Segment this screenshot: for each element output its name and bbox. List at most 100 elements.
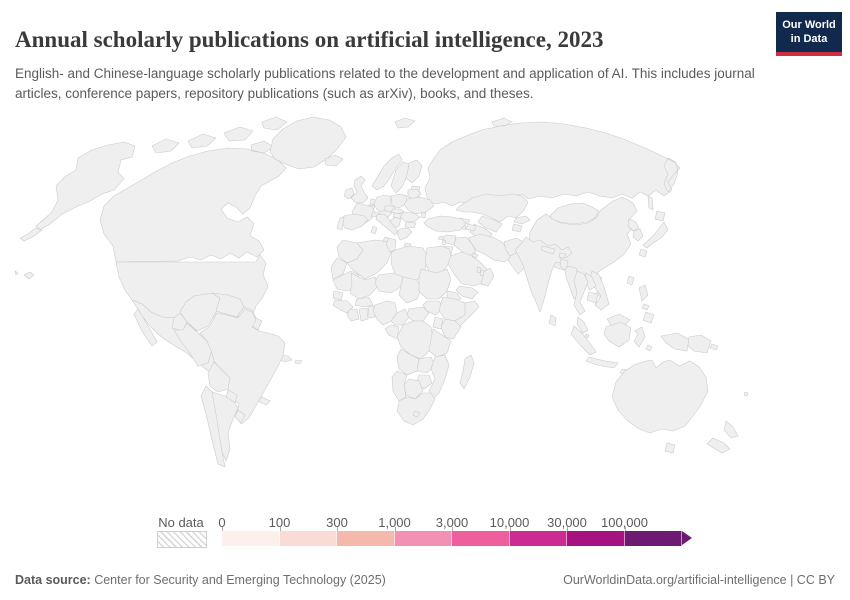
- legend-no-data-swatch[interactable]: [157, 531, 207, 548]
- country-ukraine[interactable]: [403, 196, 435, 215]
- country-qatar[interactable]: [476, 266, 482, 274]
- country-western-sahara[interactable]: [330, 257, 348, 280]
- country-uzbekistan[interactable]: [477, 215, 503, 233]
- country-fiji[interactable]: [743, 391, 749, 397]
- country-puerto-rico[interactable]: [294, 359, 303, 365]
- legend-segment-0[interactable]: [222, 531, 280, 546]
- country-nepal[interactable]: [540, 245, 556, 255]
- country-mongolia[interactable]: [549, 202, 600, 225]
- country-chile[interactable]: [200, 385, 226, 468]
- country-lesotho[interactable]: [412, 410, 421, 418]
- country-finland[interactable]: [405, 159, 423, 184]
- country-portugal[interactable]: [336, 216, 345, 231]
- country-congo-gabon[interactable]: [384, 324, 400, 340]
- country-mozambique[interactable]: [428, 354, 450, 400]
- country-kyrgyzstan[interactable]: [513, 215, 531, 225]
- country-thailand[interactable]: [573, 270, 589, 316]
- legend-segment-3[interactable]: [394, 531, 452, 546]
- country-lebanon[interactable]: [441, 239, 447, 246]
- country-bulgaria[interactable]: [404, 221, 417, 229]
- country-mali[interactable]: [349, 272, 379, 300]
- country-niger[interactable]: [374, 272, 404, 294]
- country-yemen[interactable]: [455, 285, 479, 300]
- country-india[interactable]: [514, 236, 573, 313]
- legend-tick-label: 0: [218, 515, 226, 530]
- country-moldova[interactable]: [420, 211, 427, 219]
- country-kuwait[interactable]: [471, 252, 479, 259]
- country-cote-divoire[interactable]: [346, 308, 360, 322]
- legend-tick-label: 30,000: [547, 515, 587, 530]
- country-syria[interactable]: [442, 234, 457, 246]
- country-venezuela[interactable]: [211, 292, 245, 318]
- legend-segment-6[interactable]: [567, 531, 625, 546]
- country-malaysia[interactable]: [576, 313, 631, 334]
- legend-tick-mark: [394, 527, 396, 531]
- owid-logo[interactable]: Our World in Data: [776, 12, 842, 56]
- country-senegal[interactable]: [332, 290, 344, 301]
- country-cambodia[interactable]: [586, 291, 599, 304]
- country-papua-new-guinea[interactable]: [687, 334, 719, 354]
- country-sweden[interactable]: [390, 161, 410, 194]
- country-russia[interactable]: [424, 117, 681, 211]
- country-madagascar[interactable]: [459, 354, 475, 390]
- country-uruguay[interactable]: [234, 409, 246, 424]
- country-vietnam[interactable]: [589, 270, 610, 311]
- country-somalia[interactable]: [454, 300, 480, 328]
- country-philippines[interactable]: [638, 284, 655, 324]
- legend-segment-1[interactable]: [279, 531, 337, 546]
- legend-segment-5[interactable]: [509, 531, 567, 546]
- country-turkey[interactable]: [423, 215, 467, 233]
- country-iraq[interactable]: [453, 236, 477, 257]
- legend-segment-4[interactable]: [452, 531, 510, 546]
- country-spain[interactable]: [340, 213, 369, 231]
- country-chad[interactable]: [398, 276, 422, 304]
- country-tajikistan[interactable]: [511, 223, 523, 233]
- country-canada[interactable]: [99, 116, 288, 263]
- country-north-korea[interactable]: [627, 218, 640, 232]
- country-greenland[interactable]: [269, 116, 347, 170]
- country-new-zealand[interactable]: [706, 420, 739, 454]
- country-svalbard[interactable]: [394, 117, 416, 129]
- country-sudan[interactable]: [418, 268, 452, 300]
- country-sri-lanka[interactable]: [548, 314, 557, 327]
- country-greece[interactable]: [396, 227, 413, 248]
- country-south-korea[interactable]: [632, 228, 644, 242]
- country-angola[interactable]: [396, 348, 420, 376]
- country-togo-benin[interactable]: [367, 305, 376, 319]
- legend-tick-mark: [624, 527, 626, 531]
- country-japan[interactable]: [638, 210, 669, 258]
- country-peru[interactable]: [173, 322, 213, 367]
- country-belarus[interactable]: [407, 188, 422, 200]
- legend-segment-7[interactable]: [624, 531, 682, 546]
- country-tunisia[interactable]: [385, 237, 397, 253]
- country-burkina-faso[interactable]: [354, 296, 374, 308]
- country-south-sudan[interactable]: [422, 300, 444, 316]
- country-oman[interactable]: [480, 267, 495, 287]
- country-united-kingdom[interactable]: [350, 175, 369, 204]
- country-ghana[interactable]: [358, 307, 369, 322]
- legend-no-data-label: No data: [158, 515, 204, 530]
- legend-segment-2[interactable]: [337, 531, 395, 546]
- country-tanzania[interactable]: [428, 328, 452, 358]
- country-egypt[interactable]: [424, 245, 452, 277]
- legend-tick-mark: [279, 527, 281, 531]
- legend-tick-label: 300: [326, 515, 348, 530]
- country-iceland[interactable]: [324, 154, 344, 167]
- country-poland[interactable]: [390, 193, 408, 209]
- country-australia[interactable]: [611, 359, 709, 454]
- country-ireland[interactable]: [343, 187, 355, 200]
- country-uganda[interactable]: [432, 316, 444, 330]
- country-south-africa[interactable]: [396, 392, 436, 426]
- chart-subtitle: English- and Chinese-language scholarly …: [15, 65, 755, 101]
- country-slovakia[interactable]: [390, 208, 405, 215]
- country-ecuador[interactable]: [171, 312, 188, 332]
- country-taiwan[interactable]: [626, 275, 635, 286]
- country-singapore[interactable]: [584, 333, 590, 339]
- country-azerbaijan[interactable]: [465, 223, 477, 232]
- country-norway[interactable]: [371, 153, 403, 191]
- footer-link[interactable]: OurWorldinData.org/artificial-intelligen…: [563, 573, 835, 587]
- country-guinea[interactable]: [332, 299, 354, 314]
- country-romania[interactable]: [399, 211, 421, 223]
- country-bhutan[interactable]: [558, 252, 567, 259]
- country-bolivia[interactable]: [207, 361, 231, 393]
